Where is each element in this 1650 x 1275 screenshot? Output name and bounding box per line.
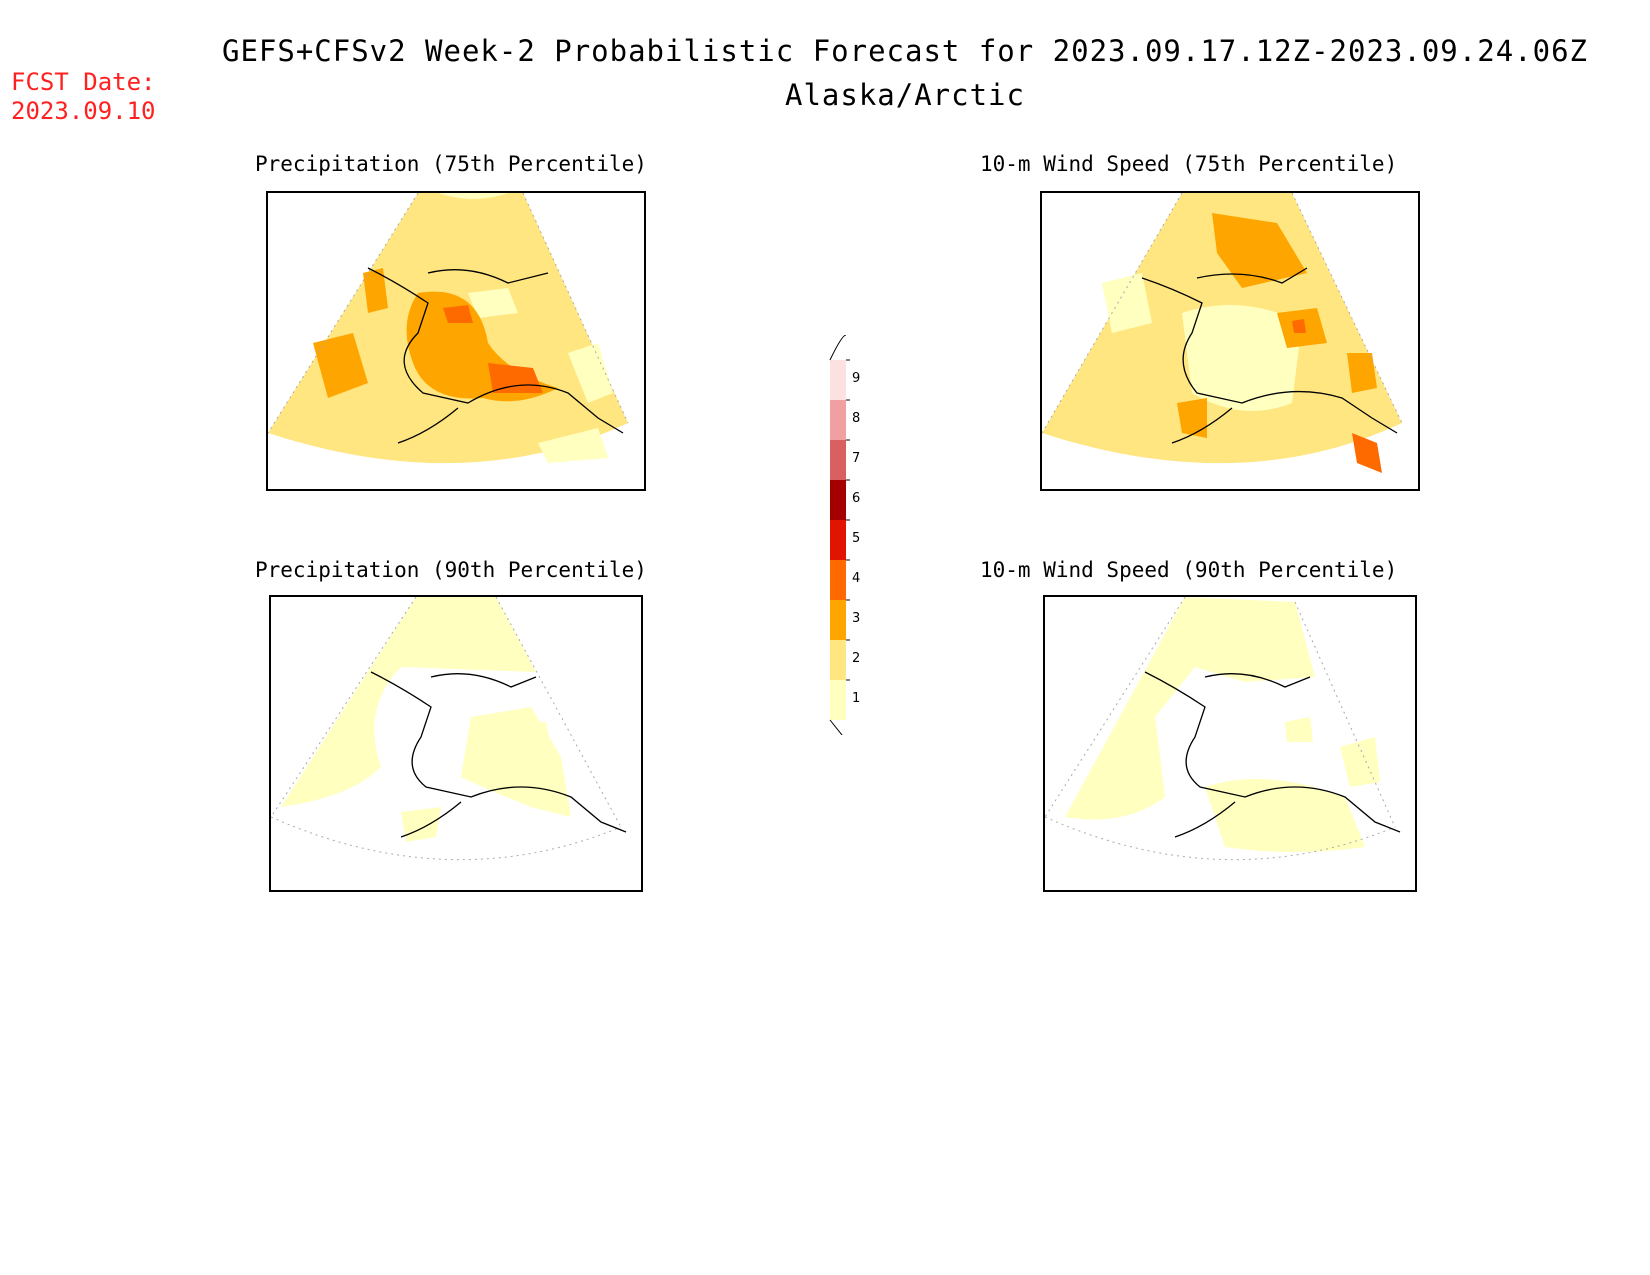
map-wind-90 xyxy=(1043,595,1417,892)
colorbar-label-50: 50 xyxy=(852,531,860,546)
colorbar-swatch-7 xyxy=(830,440,846,480)
colorbar-label-10: 10 xyxy=(852,691,860,706)
colorbar-label-40: 40 xyxy=(852,571,860,586)
colorbar-label-20: 20 xyxy=(852,651,860,666)
colorbar-label-70: 70 xyxy=(852,451,860,466)
region-subtitle: Alaska/Arctic xyxy=(785,78,1025,112)
colorbar-swatch-5 xyxy=(830,520,846,560)
map-precip-90 xyxy=(269,595,643,892)
colorbar-label-30: 30 xyxy=(852,611,860,626)
map-precip-75 xyxy=(266,191,646,491)
panel-title-wind-75: 10-m Wind Speed (75th Percentile) xyxy=(980,152,1398,176)
map-wind-75 xyxy=(1040,191,1420,491)
colorbar: 90 80 70 60 50 40 30 20 10 xyxy=(800,334,869,741)
panel-title-precip-75: Precipitation (75th Percentile) xyxy=(255,152,647,176)
colorbar-swatch-8 xyxy=(830,400,846,440)
fcst-date-label: FCST Date: xyxy=(11,68,156,96)
main-title: GEFS+CFSv2 Week-2 Probabilistic Forecast… xyxy=(221,34,1588,68)
colorbar-swatch-1 xyxy=(830,680,846,720)
colorbar-label-90: 90 xyxy=(852,371,860,386)
colorbar-label-80: 80 xyxy=(852,411,860,426)
colorbar-label-60: 60 xyxy=(852,491,860,506)
colorbar-swatch-9 xyxy=(830,360,846,400)
colorbar-swatch-6 xyxy=(830,480,846,520)
colorbar-swatch-4 xyxy=(830,560,846,600)
panel-title-precip-90: Precipitation (90th Percentile) xyxy=(255,558,647,582)
panel-title-wind-90: 10-m Wind Speed (90th Percentile) xyxy=(980,558,1398,582)
colorbar-swatch-3 xyxy=(830,600,846,640)
fcst-date-value: 2023.09.10 xyxy=(11,97,156,125)
colorbar-swatch-2 xyxy=(830,640,846,680)
